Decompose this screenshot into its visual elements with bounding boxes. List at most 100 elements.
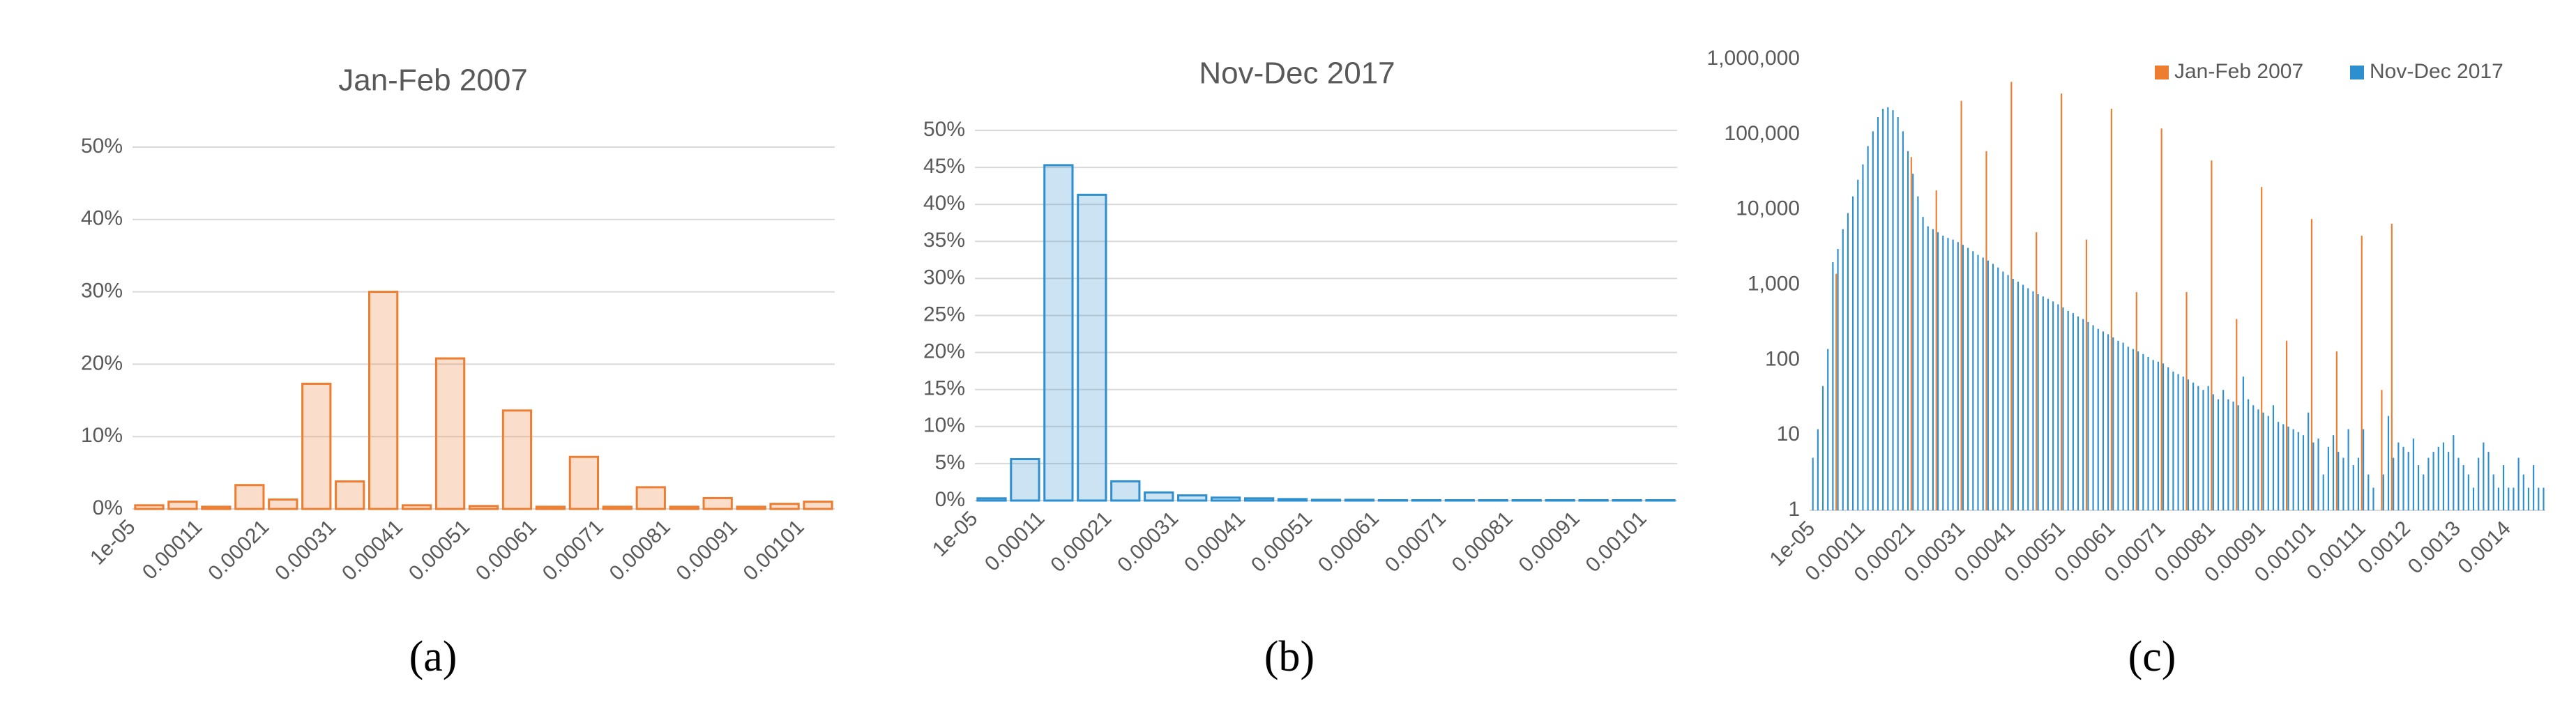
bar (2222, 390, 2225, 510)
bar (2478, 457, 2480, 510)
bar (1821, 386, 1824, 510)
bar (976, 497, 1007, 502)
bar (2361, 236, 2363, 510)
y-tick-label: 25% (923, 303, 965, 326)
bar (2217, 399, 2220, 510)
bar (2227, 399, 2229, 510)
bar (2427, 457, 2430, 510)
bar (2261, 187, 2263, 510)
bar (2027, 288, 2029, 510)
bar (769, 503, 800, 510)
y-tick-label: 10,000 (1736, 197, 1800, 220)
bar (401, 504, 432, 510)
bar (2467, 474, 2469, 510)
bar (2185, 291, 2188, 510)
bar (2182, 376, 2184, 510)
bar (2102, 331, 2104, 510)
bar (2162, 363, 2165, 510)
bar (2322, 474, 2324, 510)
bar (2127, 346, 2129, 510)
bar (2212, 394, 2214, 510)
x-tick-label: 0.00031 (1113, 507, 1183, 577)
bar (2327, 446, 2329, 510)
bar (2285, 340, 2288, 510)
bar (1960, 100, 1962, 510)
bar (2032, 291, 2034, 510)
bar (2117, 340, 2119, 510)
bar (1877, 116, 1879, 510)
y-tick-label: 45% (923, 155, 965, 178)
bar (1578, 498, 1609, 502)
bar (1917, 196, 1919, 510)
bar (1478, 498, 1508, 502)
bar (2012, 278, 2014, 510)
y-tick-label: 50% (923, 118, 965, 141)
bar (2502, 465, 2505, 510)
bar (1932, 229, 1934, 510)
bar (2177, 374, 2179, 510)
bar (2037, 294, 2039, 510)
bar (1992, 264, 1994, 510)
bar (2082, 319, 2084, 510)
bar (1645, 498, 1676, 502)
x-tick-label: 0.00011 (138, 515, 206, 584)
bar (2492, 474, 2494, 510)
bar (2107, 334, 2109, 510)
bar (2167, 367, 2169, 510)
bar (2397, 442, 2400, 510)
x-tick-label: 0.0014 (2454, 517, 2515, 578)
bar (2087, 321, 2089, 510)
legend-label: Nov-Dec 2017 (2370, 60, 2503, 83)
bar (1344, 498, 1375, 502)
bar (2072, 313, 2074, 510)
bar (2308, 412, 2310, 510)
bar (2508, 487, 2510, 510)
bar (1927, 226, 1929, 510)
bar (501, 409, 533, 510)
legend-swatch (2155, 66, 2169, 79)
bar (602, 505, 632, 510)
bar (1835, 273, 1838, 510)
bar (2332, 435, 2335, 510)
bar (2342, 457, 2344, 510)
bar (2042, 296, 2044, 510)
bar (1847, 213, 1849, 510)
bar (2247, 399, 2250, 510)
bar (2402, 446, 2404, 510)
bar (2007, 275, 2009, 510)
x-tick-label: 0.00081 (605, 515, 675, 585)
x-tick-label: 0.00031 (271, 515, 340, 585)
x-tick-label: 0.00021 (204, 515, 273, 585)
bar (2137, 351, 2139, 510)
x-tick-label: 0.00091 (672, 515, 742, 585)
bar (1887, 107, 1889, 510)
bar (2122, 342, 2124, 510)
bar (2412, 439, 2414, 510)
bar (1842, 229, 1844, 510)
bar (1882, 108, 1884, 510)
bar (167, 501, 198, 510)
bar (2483, 442, 2485, 510)
bar (2077, 316, 2079, 510)
y-tick-label: 0% (935, 488, 965, 511)
x-tick-label: 0.00091 (1515, 507, 1584, 577)
bar (2232, 401, 2234, 510)
bar (1977, 254, 1979, 510)
bar (2132, 349, 2135, 510)
bar (2453, 435, 2455, 510)
bar (201, 505, 232, 510)
bar (2347, 429, 2349, 510)
bar (669, 505, 699, 510)
y-tick-label: 40% (81, 207, 123, 230)
bar (1910, 157, 1912, 510)
bar (134, 504, 165, 510)
bar (2462, 465, 2464, 510)
bar (2135, 291, 2137, 510)
bar (2187, 379, 2190, 510)
y-tick-label: 30% (923, 266, 965, 289)
bar (1077, 193, 1107, 502)
bar (1411, 498, 1441, 502)
bar (2057, 304, 2059, 510)
bar (803, 501, 833, 510)
